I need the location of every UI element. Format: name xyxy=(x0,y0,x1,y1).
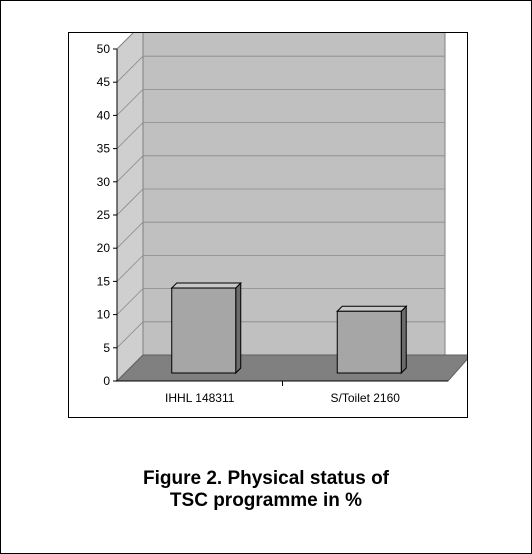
caption-line-2: TSC programme in % xyxy=(0,490,532,512)
y-tick-label: 0 xyxy=(103,374,110,388)
bar xyxy=(337,311,401,373)
y-tick-label: 50 xyxy=(97,42,111,56)
y-tick-label: 20 xyxy=(97,241,111,255)
x-tick-label: IHHL 148311 xyxy=(165,391,235,405)
chart-floor xyxy=(117,355,467,381)
figure-caption: Figure 2. Physical status of TSC program… xyxy=(0,468,532,512)
y-tick-label: 25 xyxy=(97,208,111,222)
x-tick-label: S/Toilet 2160 xyxy=(331,391,401,405)
y-tick-label: 45 xyxy=(97,75,111,89)
bar-chart: 0 5 10 15 20 25 30 35 40 45 50 IHHL 148311 S/Toilet … xyxy=(69,33,467,417)
chart-area: 0 5 10 15 20 25 30 35 40 45 50 IHHL 148311 S/Toilet … xyxy=(68,32,468,418)
bar xyxy=(172,288,236,373)
y-tick-label: 15 xyxy=(97,274,111,288)
y-tick-label: 40 xyxy=(97,108,111,122)
bar-top xyxy=(337,306,406,311)
bar-side xyxy=(401,306,406,373)
bar-top xyxy=(172,283,241,288)
y-tick-label: 30 xyxy=(97,175,111,189)
y-tick-label: 35 xyxy=(97,142,111,156)
y-tick-label: 10 xyxy=(97,308,111,322)
chart-side-wall xyxy=(117,33,143,381)
caption-line-1: Figure 2. Physical status of xyxy=(0,468,532,490)
y-tick-label: 5 xyxy=(103,341,110,355)
bar-side xyxy=(236,283,241,373)
